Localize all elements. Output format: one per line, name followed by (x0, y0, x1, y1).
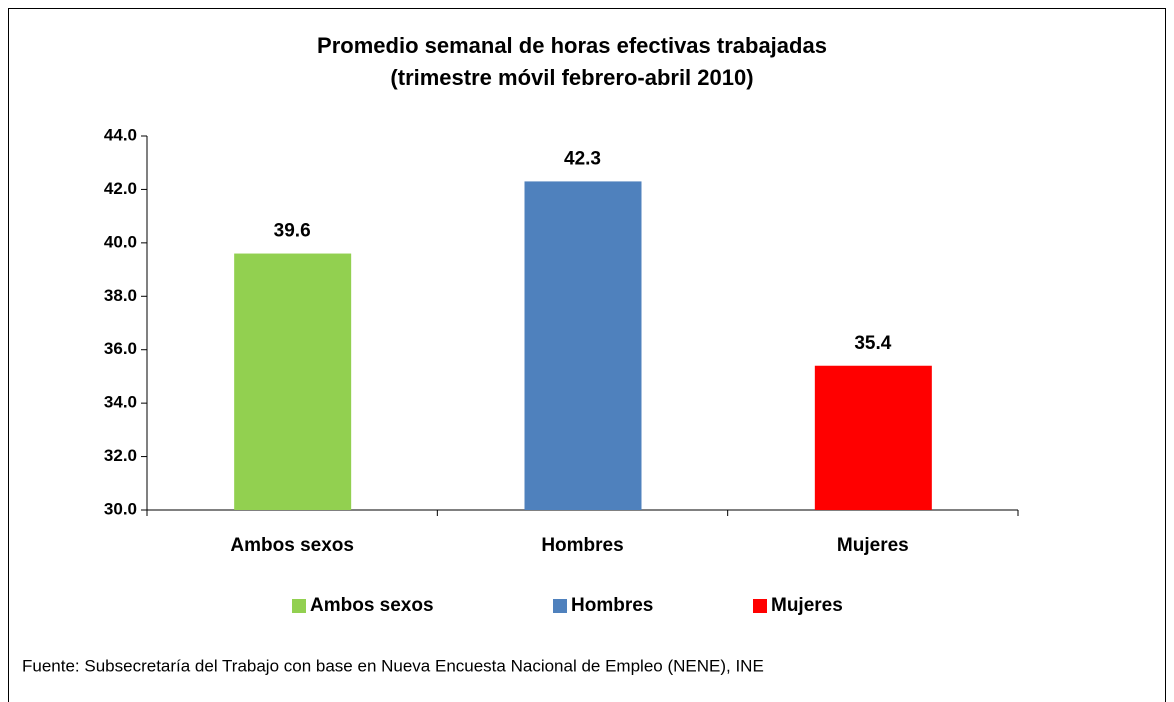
bar (524, 181, 642, 510)
y-tick-label: 40.0 (104, 232, 137, 251)
legend-label: Mujeres (771, 595, 843, 616)
y-tick-label: 38.0 (104, 286, 137, 305)
y-tick-label: 32.0 (104, 446, 137, 465)
legend-swatch (553, 599, 567, 613)
bar (814, 365, 932, 510)
data-label: 35.4 (854, 333, 891, 354)
y-tick-label: 36.0 (104, 339, 137, 358)
y-tick-label: 34.0 (104, 393, 137, 412)
source-note: Fuente: Subsecretaría del Trabajo con ba… (22, 656, 764, 675)
chart-title: Promedio semanal de horas efectivas trab… (317, 33, 827, 58)
legend-label: Ambos sexos (310, 595, 434, 616)
chart-subtitle: (trimestre móvil febrero-abril 2010) (390, 65, 753, 90)
legend-swatch (753, 599, 767, 613)
data-label: 39.6 (274, 221, 311, 242)
x-tick-label: Ambos sexos (230, 535, 354, 556)
x-tick-label: Mujeres (837, 535, 909, 556)
y-tick-label: 30.0 (104, 499, 137, 518)
bar (234, 253, 352, 511)
legend-swatch (292, 599, 306, 613)
y-tick-label: 44.0 (104, 125, 137, 144)
y-tick-label: 42.0 (104, 179, 137, 198)
legend-label: Hombres (571, 595, 653, 616)
data-label: 42.3 (564, 148, 601, 169)
x-tick-label: Hombres (541, 535, 623, 556)
